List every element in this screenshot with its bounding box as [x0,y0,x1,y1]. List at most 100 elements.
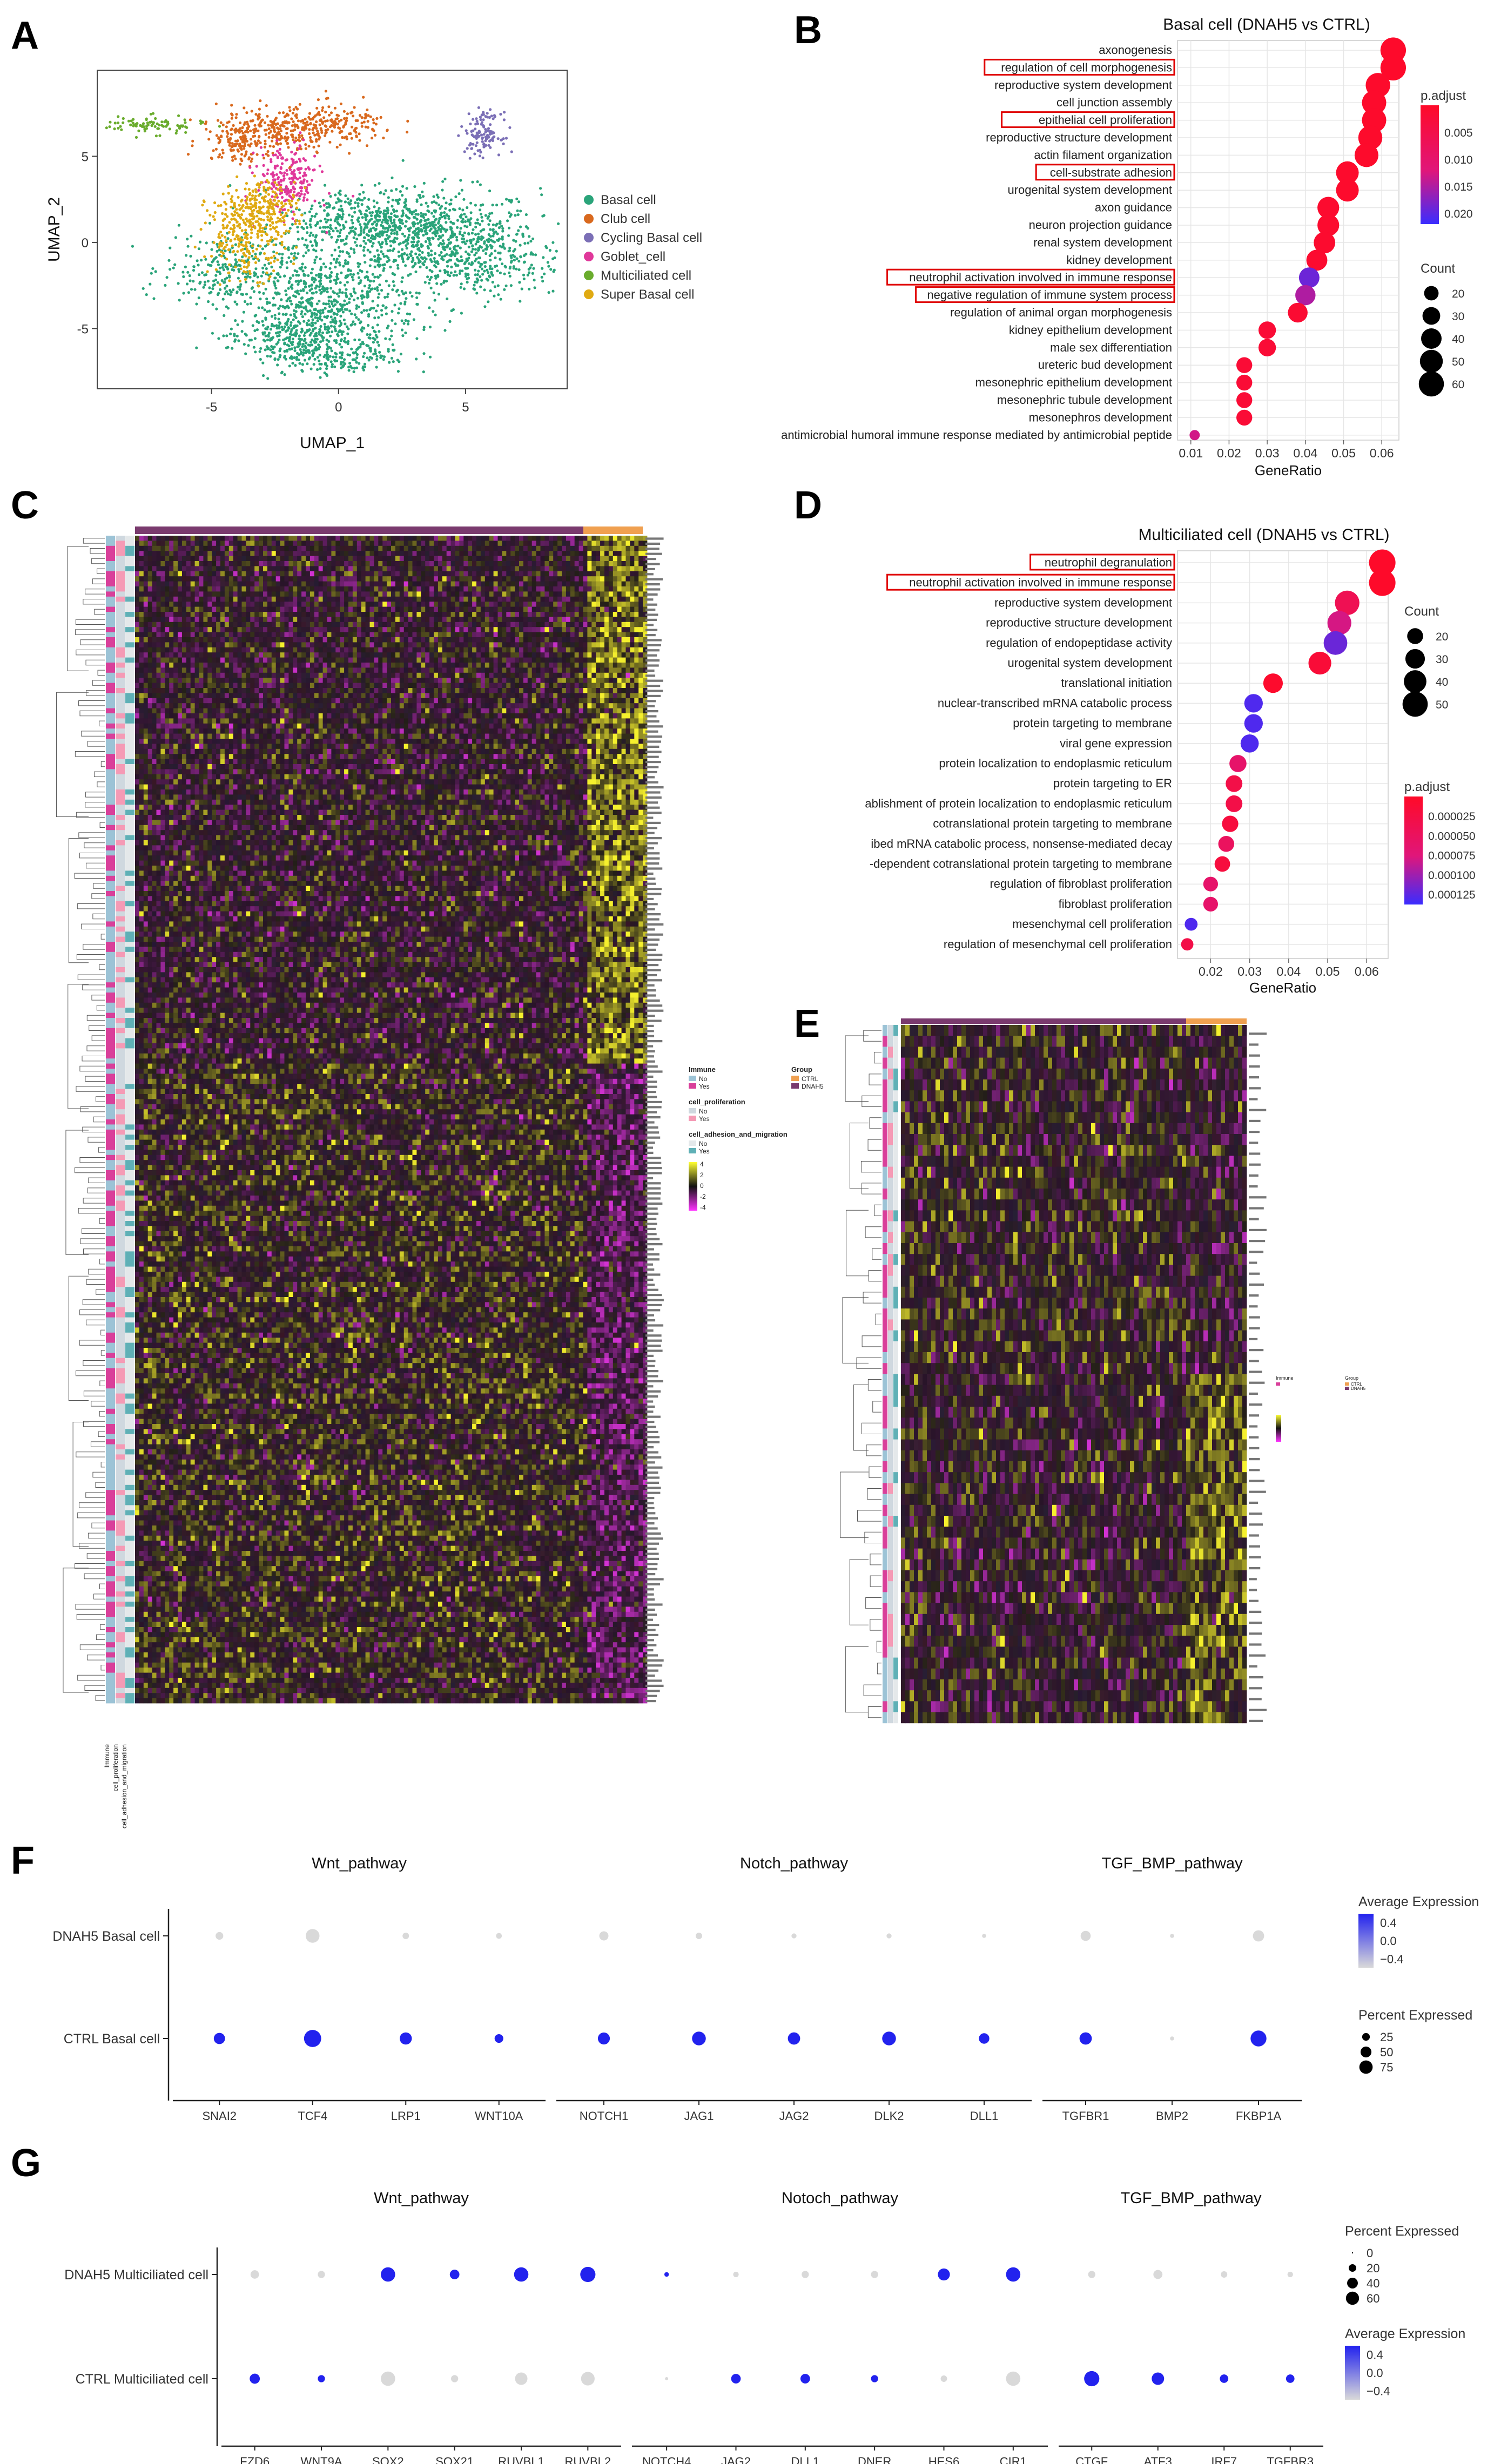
umap-point [286,247,290,251]
annotation-cell [106,1383,115,1389]
umap-point [408,207,411,211]
umap-point [261,323,265,327]
annotation-cell [106,967,115,973]
umap-point [460,255,463,259]
annotation-cell [106,1277,115,1282]
umap-point [192,269,196,272]
umap-point [203,255,206,258]
annotation-cell [125,1165,134,1171]
umap-point [292,120,295,123]
annotation-cell [116,596,125,602]
umap-point [239,217,243,220]
umap-point [255,165,258,168]
umap-point [242,138,245,141]
umap-point [486,112,489,115]
umap-point [365,144,369,147]
umap-point [372,118,375,121]
dendrogram-branch [92,680,105,686]
heatmap-cell [178,536,183,541]
dendrogram-branch [83,944,105,950]
umap-point [240,198,244,201]
umap-point [403,234,406,238]
umap-point [267,127,271,131]
annotation-cell [116,1622,125,1628]
heatmap-cell [194,536,199,541]
umap-point [468,157,472,160]
annotation-cell [125,667,134,673]
umap-point [244,130,247,133]
umap-point [259,251,263,254]
umap-point [404,203,408,207]
umap-point [405,220,408,223]
umap-point [342,125,345,129]
annotation-cell [116,1515,125,1521]
annotation-cell [106,1185,115,1191]
umap-point [290,260,293,263]
umap-point [345,117,348,120]
umap-point [401,241,405,244]
umap-point [370,218,373,221]
annotation-cell [125,1099,134,1105]
umap-point [434,234,438,238]
umap-point [287,345,291,348]
umap-point [322,302,325,306]
heatmap-cell [480,536,486,541]
umap-point [300,226,304,229]
annotation-cell [125,1632,134,1638]
annotation-cell [106,612,115,617]
annotation-cell [116,1246,125,1252]
annotation-cell [125,1561,134,1567]
annotation-cell [116,637,125,643]
umap-point [345,251,349,254]
umap-point [504,266,507,269]
umap-point [330,349,333,353]
umap-point [280,201,284,204]
annotation-cell [106,825,115,831]
umap-point [277,358,280,361]
annotation-cell [125,799,134,805]
annotation-cell [116,1084,125,1089]
umap-point [289,313,292,316]
umap-point [267,154,270,157]
umap-point [355,307,358,310]
umap-point [305,341,308,345]
umap-point [211,303,214,306]
annotation-cell [125,1454,134,1460]
umap-point [341,310,345,314]
umap-point [203,273,206,276]
umap-point [312,328,315,331]
umap-point [354,201,357,204]
dendrogram-branch [80,639,105,645]
heatmap-cell [271,541,277,546]
annotation-cell [106,698,115,704]
umap-point [254,204,258,208]
umap-point [355,304,359,307]
dendrogram-branch [78,1208,105,1214]
umap-point [275,252,279,255]
annotation-cell [116,1196,125,1201]
umap-point [246,250,249,253]
umap-point [460,125,463,128]
umap-point [339,190,342,193]
umap-point [474,233,477,236]
umap-point [244,137,247,140]
umap-point [261,205,265,208]
umap-point [392,260,395,263]
dendrogram-branch [92,578,105,584]
umap-point [240,243,243,246]
umap-point [443,227,446,231]
dendrogram-branch [75,619,105,625]
umap-point [488,212,492,215]
umap-point [257,285,260,288]
umap-point [247,188,251,191]
annotation-cell [106,576,115,582]
umap-point [454,195,457,198]
umap-point [230,218,233,221]
umap-point [403,302,407,306]
umap-point [291,283,294,287]
umap-point [353,241,357,244]
umap-point [467,245,470,248]
umap-point [321,285,325,288]
umap-point [273,199,277,202]
umap-point [279,354,282,357]
